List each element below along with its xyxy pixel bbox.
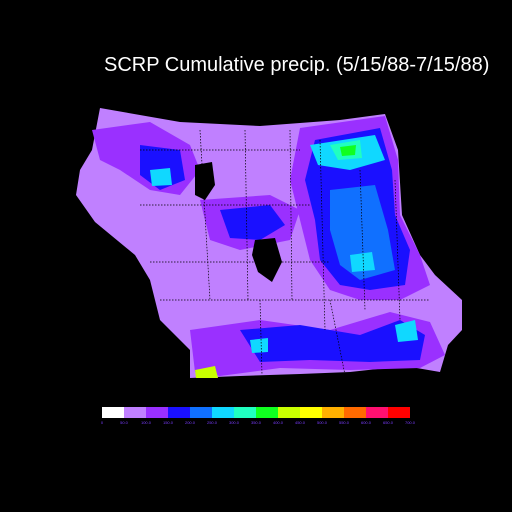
legend-swatch: [322, 407, 344, 418]
precip-zone: [240, 320, 425, 362]
legend-tick-label: 550.0: [339, 420, 350, 425]
precip-zone: [340, 145, 356, 156]
precip-zone: [395, 320, 418, 342]
precip-zone: [195, 162, 215, 200]
legend-swatch: [256, 407, 278, 418]
precip-zone: [252, 238, 282, 282]
legend-swatch: [168, 407, 190, 418]
legend-tick-label: 600.0: [361, 420, 372, 425]
legend-tick-label: 0: [101, 420, 104, 425]
precip-zone: [150, 168, 172, 186]
legend-swatch: [388, 407, 410, 418]
legend-tick-label: 300.0: [229, 420, 240, 425]
legend-swatch: [190, 407, 212, 418]
legend-tick-label: 250.0: [207, 420, 218, 425]
precip-zone: [350, 252, 375, 272]
legend-swatch: [344, 407, 366, 418]
precip-zone: [220, 205, 285, 240]
map-title: SCRP Cumulative precip. (5/15/88-7/15/88…: [104, 54, 490, 76]
legend-swatch: [124, 407, 146, 418]
precip-zone: [250, 338, 268, 353]
legend-swatch: [300, 407, 322, 418]
legend-swatch: [278, 407, 300, 418]
legend-tick-label: 50.0: [120, 420, 129, 425]
legend-tick-label: 700.0: [405, 420, 416, 425]
legend-tick-label: 200.0: [185, 420, 196, 425]
legend-tick-label: 100.0: [141, 420, 152, 425]
legend-tick-label: 450.0: [295, 420, 306, 425]
state-boundaries: [140, 129, 430, 376]
legend-swatch: [102, 407, 124, 418]
precip-zone: [330, 185, 395, 280]
legend-tick-label: 650.0: [383, 420, 394, 425]
precip-zone: [195, 366, 218, 378]
legend-swatch: [234, 407, 256, 418]
legend-swatch: [146, 407, 168, 418]
legend-tick-label: 150.0: [163, 420, 174, 425]
legend-tick-label: 400.0: [273, 420, 284, 425]
legend-swatch: [366, 407, 388, 418]
legend-tick-label: 350.0: [251, 420, 262, 425]
legend-swatch: [212, 407, 234, 418]
legend-tick-label: 500.0: [317, 420, 328, 425]
